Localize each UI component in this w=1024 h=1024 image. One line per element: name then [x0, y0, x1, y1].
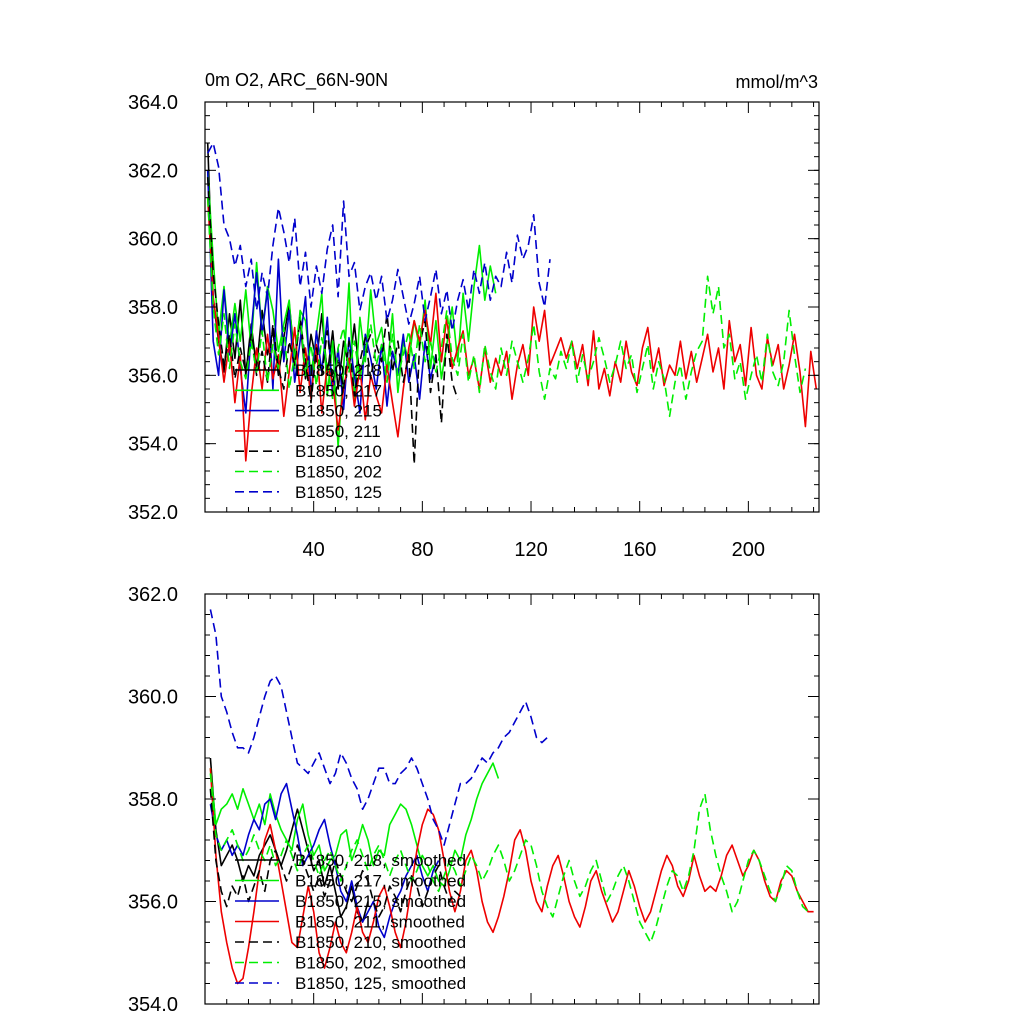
- bot-series-line-b1850-210-smoothed: [209, 788, 461, 918]
- top-axes: 352.0 354.0 356.0 358.0 360.0 362.0 364.0 40 80 1…: [128, 92, 820, 561]
- bot-series-line-b1850-217-smoothed: [209, 762, 500, 887]
- bot-legend-label: B1850, 217, smoothed: [295, 872, 466, 891]
- bottom-legend: B1850, 218, smoothed B1850, 217, smoothed…: [235, 851, 466, 993]
- bot-ytick-label: 356.0: [128, 892, 178, 914]
- top-xtick-label: 200: [732, 539, 765, 561]
- top-ytick-label: 364.0: [128, 92, 178, 114]
- top-series-line-b1850-202: [206, 197, 807, 418]
- bot-legend-label: B1850, 210, smoothed: [295, 933, 466, 952]
- top-xtick-label: 120: [514, 539, 547, 561]
- bottom-axes: 354.0 356.0 358.0 360.0 362.0: [128, 584, 820, 1016]
- top-legend-label: B1850, 211: [295, 422, 381, 441]
- bot-series-line-b1850-211-smoothed: [209, 768, 814, 985]
- bottom-panel: 354.0 356.0 358.0 360.0 362.0 B1850, 218, sm…: [128, 584, 820, 1016]
- bot-series-line-b1850-218-smoothed: [209, 757, 369, 923]
- bot-series-line-b1850-125-smoothed: [209, 609, 548, 846]
- top-units: mmol/m^3: [736, 72, 818, 92]
- top-ytick-label: 352.0: [128, 502, 178, 524]
- bot-ytick-label: 362.0: [128, 584, 178, 606]
- top-ytick-label: 360.0: [128, 229, 178, 251]
- bot-ytick-label: 358.0: [128, 789, 178, 811]
- top-series-group: [206, 142, 818, 465]
- bot-legend-label: B1850, 215, smoothed: [295, 892, 466, 911]
- bot-legend-label: B1850, 202, smoothed: [295, 954, 466, 973]
- bot-series-line-b1850-202-smoothed: [209, 773, 809, 944]
- top-legend-label: B1850, 125: [295, 483, 382, 502]
- top-xtick-label: 40: [303, 539, 325, 561]
- top-panel: 0m O2, ARC_66N-90N mmol/m^3 352.0354.035…: [128, 70, 820, 561]
- top-legend-label: B1850, 210: [295, 442, 382, 461]
- top-xtick-label: 80: [411, 539, 433, 561]
- top-title: 0m O2, ARC_66N-90N: [205, 70, 388, 91]
- bot-legend-label: B1850, 125, smoothed: [295, 974, 466, 993]
- top-legend-label: B1850, 217: [295, 381, 382, 400]
- bot-series-line-b1850-215-smoothed: [209, 782, 440, 939]
- top-legend-label: B1850, 202: [295, 463, 382, 482]
- bot-legend-label: B1850, 218, smoothed: [295, 851, 466, 870]
- top-ytick-label: 362.0: [128, 160, 178, 182]
- top-series-line-b1850-125: [206, 142, 551, 332]
- top-ytick-label: 358.0: [128, 297, 178, 319]
- bot-legend-label: B1850, 211, smoothed: [295, 913, 465, 932]
- bot-ytick-label: 354.0: [128, 994, 178, 1016]
- top-ytick-label: 354.0: [128, 434, 178, 456]
- top-legend-label: B1850, 215: [295, 402, 382, 421]
- top-legend-label: B1850, 218: [295, 361, 382, 380]
- top-ytick-label: 356.0: [128, 365, 178, 387]
- bot-ytick-label: 360.0: [128, 687, 178, 709]
- bottom-series-group: [209, 609, 814, 985]
- top-series-line-b1850-211: [206, 197, 818, 462]
- top-xtick-label: 160: [623, 539, 656, 561]
